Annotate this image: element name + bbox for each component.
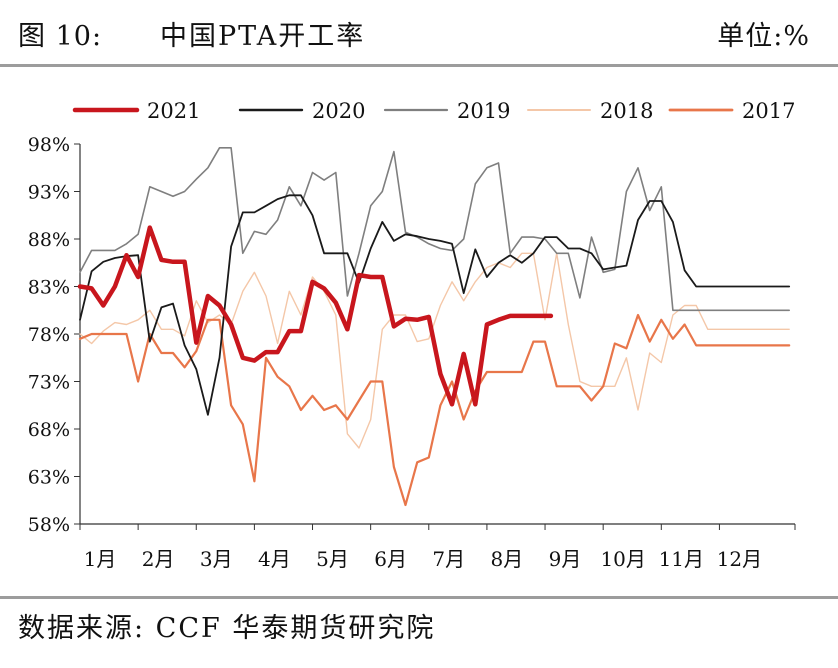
header-rule <box>0 64 838 67</box>
y-tick-label: 88% <box>28 229 70 251</box>
x-tick-label: 3月 <box>200 547 233 571</box>
x-tick-label: 2月 <box>142 547 175 571</box>
x-tick-label: 7月 <box>432 547 465 571</box>
x-tick-label: 12月 <box>717 547 762 571</box>
x-tick-label: 9月 <box>549 547 582 571</box>
legend-label-2018: 2018 <box>600 99 653 123</box>
legend-label-2019: 2019 <box>457 99 510 123</box>
y-tick-label: 73% <box>28 372 70 394</box>
y-tick-label: 68% <box>28 419 70 441</box>
x-tick-label: 11月 <box>659 547 704 571</box>
x-axis: 1月 2月 3月 4月 5月 6月 7月 8月 9月 10月 11月 12月 <box>79 523 796 571</box>
footer-rule <box>0 596 838 599</box>
x-tick-label: 6月 <box>374 547 407 571</box>
legend-label-2017: 2017 <box>742 99 795 123</box>
legend-label-2021: 2021 <box>147 99 200 123</box>
source-note: 数据来源: CCF 华泰期货研究院 <box>18 613 436 644</box>
x-tick-label: 5月 <box>316 547 349 571</box>
y-tick-label: 98% <box>28 134 70 156</box>
unit-label: 单位:% <box>717 21 810 52</box>
y-tick-label: 93% <box>28 182 70 204</box>
chart-title: 中国PTA开工率 <box>160 21 366 52</box>
y-tick-label: 83% <box>28 277 70 299</box>
legend-label-2020: 2020 <box>312 99 365 123</box>
figure-number: 图 10: <box>18 21 103 52</box>
y-tick-label: 63% <box>28 467 70 489</box>
series-line-2021 <box>77 225 554 407</box>
x-tick-label: 4月 <box>258 547 291 571</box>
series-line-2018 <box>79 252 790 449</box>
series-line-2019 <box>79 147 791 312</box>
x-tick-label: 8月 <box>491 547 524 571</box>
plot-area <box>77 147 791 507</box>
y-axis: 98% 93% 88% 83% 78% 73% 68% 63% 58% <box>28 134 81 536</box>
x-tick-label: 1月 <box>84 547 117 571</box>
y-tick-label: 58% <box>28 514 70 536</box>
series-line-2017 <box>78 313 791 507</box>
x-tick-label: 10月 <box>600 547 645 571</box>
legend: 2021 2020 2019 2018 2017 <box>72 99 795 123</box>
chart-header: 图 10: 中国PTA开工率 单位:% <box>0 0 838 64</box>
y-tick-label: 78% <box>28 324 70 346</box>
series-line-2020 <box>79 194 791 416</box>
